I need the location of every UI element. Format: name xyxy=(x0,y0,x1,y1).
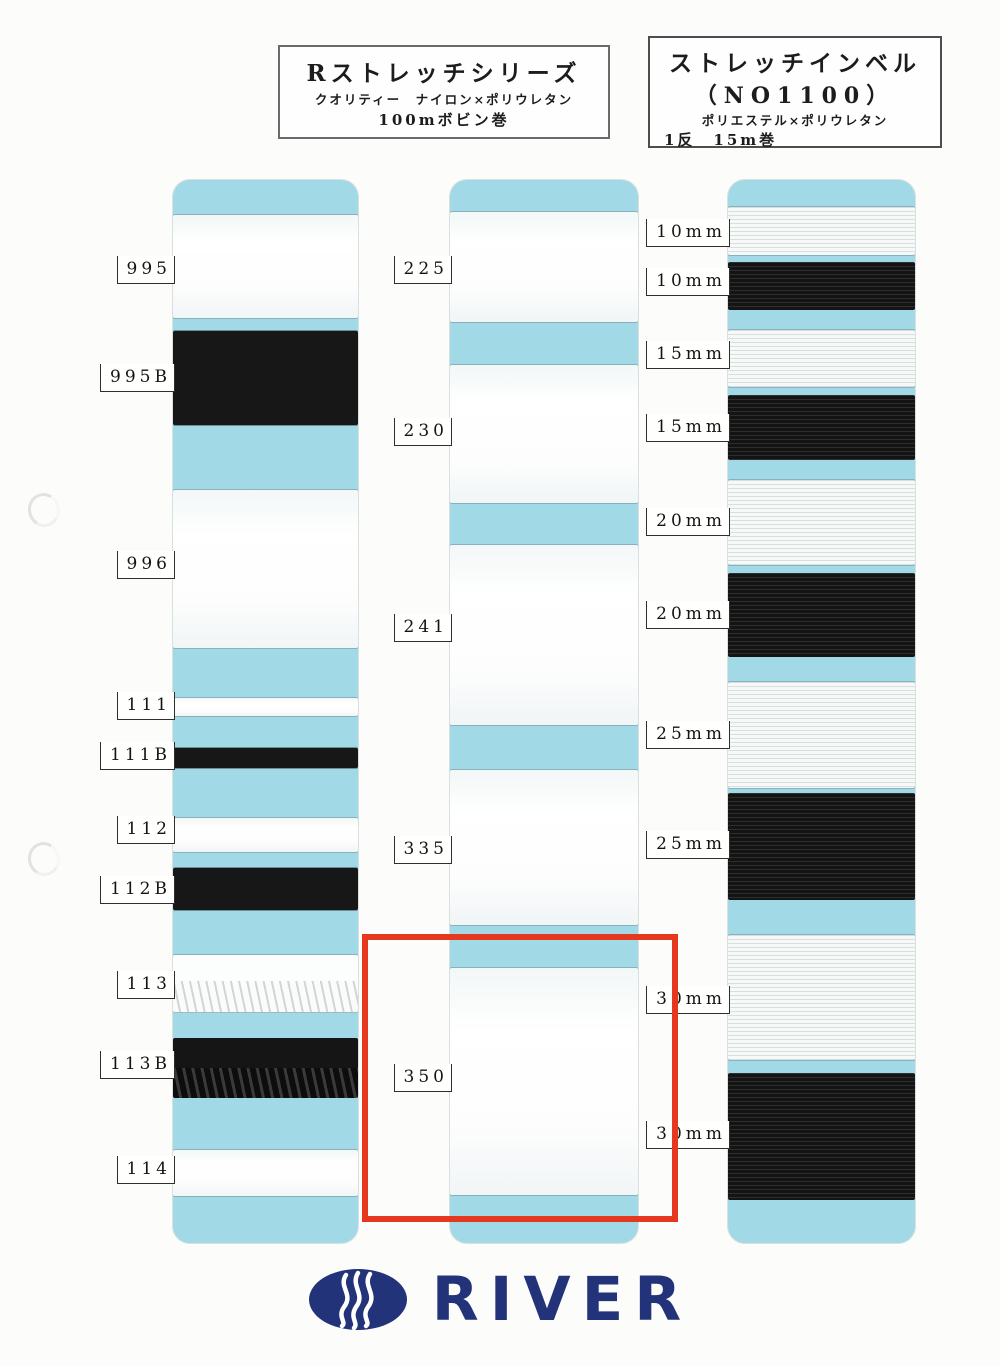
sample-band-350 xyxy=(450,968,638,1195)
logo-row: RIVER xyxy=(0,1268,1000,1331)
sample-strip-r-stretch-series-2 xyxy=(450,180,638,1243)
sample-strip-r-stretch-series xyxy=(173,180,358,1243)
sample-label-30mm: 30mm xyxy=(646,986,730,1014)
sample-band-111B xyxy=(173,748,358,768)
sample-label-15mm: 15mm xyxy=(646,341,730,369)
sample-band-112 xyxy=(173,818,358,852)
sample-label-112: 112 xyxy=(116,816,175,844)
sample-band-111 xyxy=(173,698,358,716)
inbel-length-line: 1反 15m巻 xyxy=(664,131,778,149)
sample-band-113B xyxy=(173,1038,358,1098)
sample-band-30mm xyxy=(728,935,915,1060)
sample-label-111: 111 xyxy=(116,692,175,720)
sample-label-113B: 113B xyxy=(100,1051,175,1079)
sample-label-25mm: 25mm xyxy=(646,721,730,749)
series-title: Rストレッチシリーズ xyxy=(306,59,582,87)
sample-band-10mm xyxy=(728,207,915,255)
sample-label-996: 996 xyxy=(116,551,175,579)
sample-label-20mm: 20mm xyxy=(646,601,730,629)
sample-band-225 xyxy=(450,212,638,322)
sample-label-335: 335 xyxy=(393,836,452,864)
logo-text: RIVER xyxy=(431,1264,693,1335)
inbel-title: ストレッチインベル xyxy=(669,50,921,77)
inbel-material-line: ポリエステル×ポリウレタン xyxy=(701,113,889,128)
sample-band-113 xyxy=(173,955,358,1012)
sample-band-995B xyxy=(173,331,358,425)
series-quality-line: クオリティー ナイロン×ポリウレタン xyxy=(314,91,574,107)
sample-label-15mm: 15mm xyxy=(646,414,730,442)
sample-band-15mm xyxy=(728,395,915,460)
sample-label-112B: 112B xyxy=(100,876,175,904)
inbel-number-line: （NO1100） xyxy=(694,83,896,109)
sample-band-114 xyxy=(173,1150,358,1196)
sample-label-995: 995 xyxy=(116,256,175,284)
sample-band-10mm xyxy=(728,262,915,310)
sample-label-995B: 995B xyxy=(100,364,175,392)
series-length-line: 100mボビン巻 xyxy=(378,111,510,130)
sample-band-20mm xyxy=(728,573,915,657)
sample-band-25mm xyxy=(728,793,915,900)
sample-band-241 xyxy=(450,545,638,725)
sample-band-25mm xyxy=(728,682,915,788)
sample-band-230 xyxy=(450,365,638,503)
sample-label-25mm: 25mm xyxy=(646,831,730,859)
header-box-left: Rストレッチシリーズ クオリティー ナイロン×ポリウレタン 100mボビン巻 xyxy=(278,45,610,139)
sample-label-114: 114 xyxy=(116,1156,175,1184)
sample-band-30mm xyxy=(728,1073,915,1200)
sample-band-15mm xyxy=(728,330,915,387)
sample-label-225: 225 xyxy=(393,256,452,284)
sample-band-112B xyxy=(173,868,358,910)
sample-band-20mm xyxy=(728,480,915,565)
header-box-right: ストレッチインベル （NO1100） ポリエステル×ポリウレタン 1反 15m巻 xyxy=(648,36,942,149)
sample-label-20mm: 20mm xyxy=(646,508,730,536)
river-logo-icon xyxy=(308,1269,407,1331)
sample-label-113: 113 xyxy=(116,971,175,999)
sample-label-350: 350 xyxy=(393,1064,452,1092)
sample-strip-stretch-inbel-no1100 xyxy=(728,180,915,1243)
sample-label-111B: 111B xyxy=(100,742,175,770)
sample-label-241: 241 xyxy=(393,614,452,642)
sample-label-10mm: 10mm xyxy=(646,219,730,247)
sample-label-10mm: 10mm xyxy=(646,268,730,296)
sample-band-996 xyxy=(173,490,358,648)
sample-band-995 xyxy=(173,215,358,318)
highlight-box xyxy=(362,934,678,1222)
sample-label-230: 230 xyxy=(393,418,452,446)
sample-band-335 xyxy=(450,770,638,925)
